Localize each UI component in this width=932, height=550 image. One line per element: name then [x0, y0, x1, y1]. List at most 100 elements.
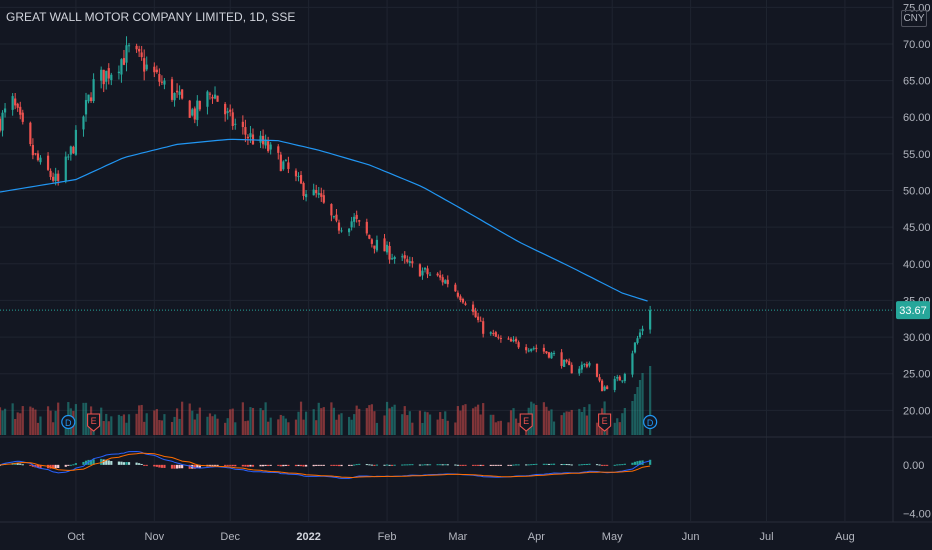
volume-bar — [259, 408, 262, 435]
macd-histogram-bar — [102, 459, 105, 465]
time-tick-label: Apr — [528, 531, 545, 543]
price-tick-label: 30.00 — [903, 332, 931, 344]
candle-body — [454, 284, 457, 292]
candle-body — [299, 175, 303, 184]
volume-bar — [224, 422, 227, 435]
candle-body — [36, 153, 40, 161]
candle-body — [578, 368, 581, 374]
volume-bar — [335, 419, 338, 435]
candle-body — [287, 162, 290, 169]
macd-histogram-bar — [439, 464, 442, 466]
volume-bar — [623, 408, 626, 435]
volume-bar — [302, 419, 305, 435]
volume-bar — [446, 420, 449, 435]
volume-bar — [269, 417, 272, 435]
macd-histogram-bar — [388, 464, 391, 466]
candle-body — [158, 74, 161, 82]
candle-body — [568, 361, 571, 366]
candle-body — [14, 98, 17, 106]
macd-histogram-bar — [125, 462, 128, 465]
volume-bar — [618, 422, 621, 435]
macd-histogram-bar — [408, 464, 411, 466]
macd-histogram-bar — [552, 463, 556, 465]
candle-body — [304, 194, 308, 198]
last-price-label: 33.67 — [899, 305, 927, 317]
chart-title: GREAT WALL MOTOR COMPANY LIMITED, 1D, SS… — [6, 10, 296, 24]
macd-histogram-bar — [621, 464, 624, 466]
macd-histogram-bar — [120, 461, 123, 465]
macd-histogram-bar — [499, 464, 502, 466]
candle-body — [514, 338, 518, 342]
macd-histogram-bar — [401, 464, 404, 466]
macd-histogram-bar — [173, 464, 176, 469]
volume-bar — [234, 422, 237, 435]
candle-body — [606, 386, 609, 389]
candle-body — [489, 332, 492, 334]
volume-bar — [563, 412, 566, 435]
volume-bar — [514, 418, 518, 435]
candle-body — [302, 182, 305, 196]
candle-body — [388, 245, 391, 260]
macd-histogram-bar — [267, 464, 270, 467]
volume-bar — [102, 421, 105, 435]
macd-histogram-bar — [64, 464, 67, 467]
macd-histogram-bar — [163, 464, 166, 468]
candle-body — [439, 275, 442, 278]
candle-body — [84, 100, 88, 115]
volume-bar — [320, 408, 323, 435]
candle-body — [383, 238, 386, 252]
candle-body — [350, 221, 353, 228]
volume-bar — [188, 403, 191, 435]
volume-bar — [421, 422, 424, 435]
candle-body — [583, 363, 586, 365]
volume-bar — [365, 408, 368, 435]
volume-bar — [649, 366, 652, 435]
volume-bar — [304, 411, 308, 435]
candle-body — [375, 239, 379, 251]
volume-bar — [456, 406, 459, 435]
candle-body — [477, 316, 480, 321]
candle-body — [135, 45, 138, 50]
volume-bar — [226, 418, 229, 435]
macd-histogram-bar — [426, 464, 429, 466]
macd-histogram-bar — [560, 464, 563, 466]
price-tick-label: 55.00 — [903, 149, 931, 161]
candle-body — [229, 109, 232, 112]
currency-button[interactable]: CNY — [901, 10, 927, 27]
macd-histogram-bar — [100, 458, 103, 465]
candle-body — [102, 69, 105, 85]
candle-body — [535, 347, 538, 349]
macd-histogram-bar — [530, 464, 533, 466]
macd-histogram-bar — [411, 464, 414, 466]
macd-histogram-bar — [525, 464, 528, 466]
volume-bar — [348, 416, 351, 435]
candle-body — [264, 139, 267, 146]
candle-body — [105, 70, 108, 82]
candle-body — [140, 52, 143, 58]
candle-body — [0, 118, 2, 131]
volume-bar — [74, 404, 77, 435]
candle-body — [143, 58, 146, 72]
volume-bar — [191, 410, 194, 435]
candle-body — [621, 380, 624, 382]
volume-bar — [145, 413, 148, 435]
price-tick-label: 40.00 — [903, 259, 931, 271]
volume-bar — [125, 422, 128, 435]
volume-bar — [54, 410, 57, 435]
volume-bar — [198, 407, 201, 435]
volume-bar — [231, 408, 234, 435]
earnings-marker-label: E — [602, 416, 608, 426]
volume-bar — [181, 401, 184, 435]
candle-body — [497, 336, 500, 338]
macd-histogram-bar — [588, 463, 591, 465]
candle-body — [348, 228, 351, 233]
macd-histogram-bar — [383, 464, 386, 466]
macd-histogram-bar — [294, 464, 298, 467]
macd-histogram-bar — [348, 464, 351, 466]
volume-bar — [52, 422, 55, 435]
candle-body — [178, 91, 181, 95]
volume-bar — [509, 410, 513, 435]
price-tick-label: 60.00 — [903, 112, 931, 124]
